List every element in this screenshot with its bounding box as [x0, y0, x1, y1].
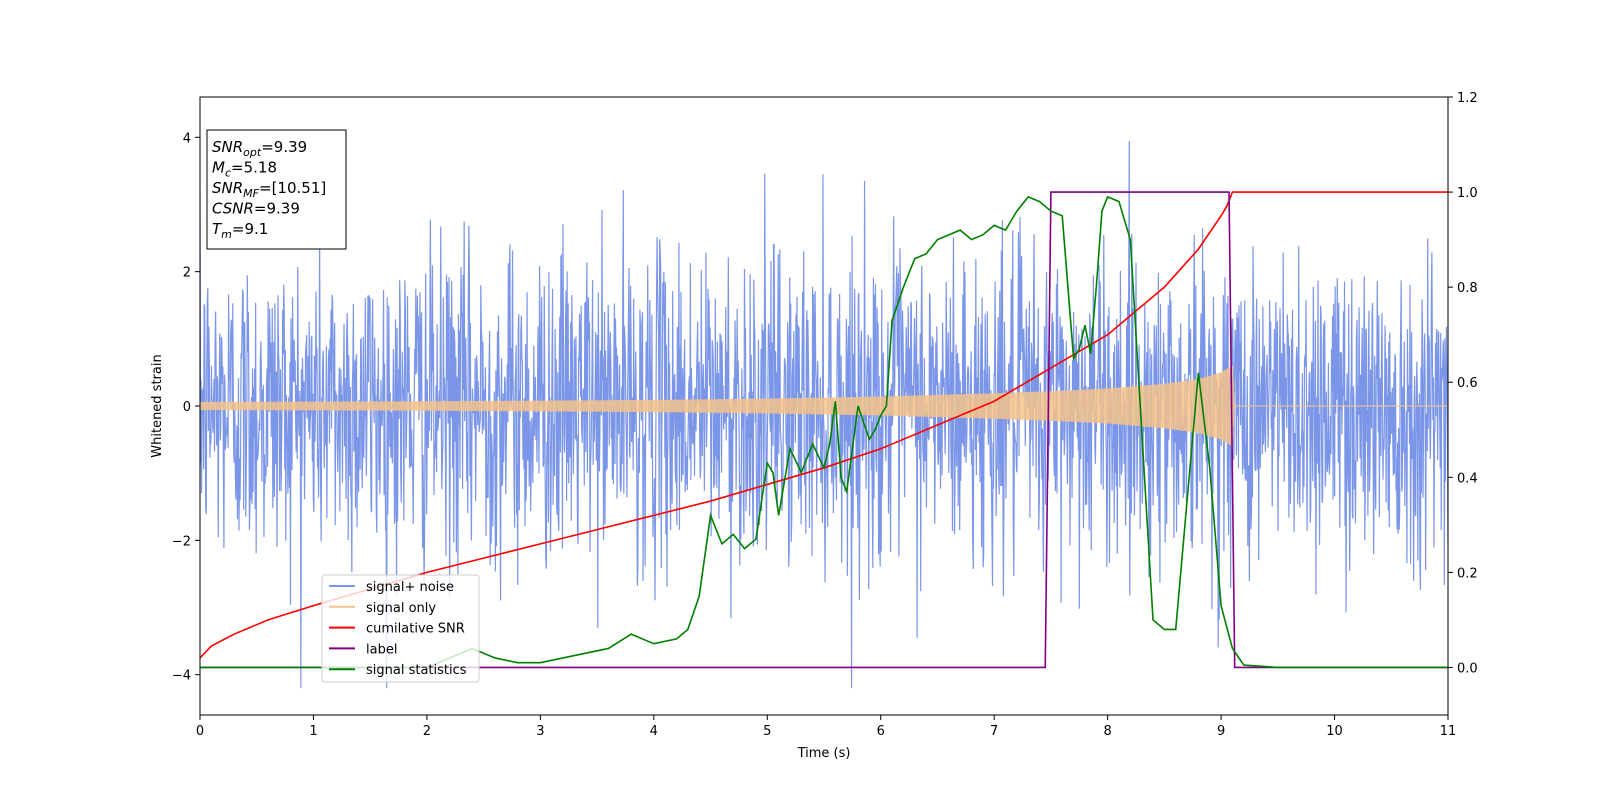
- legend-entry: signal+ noise: [366, 580, 454, 595]
- info-line: CSNR=9.39: [212, 200, 300, 218]
- x-tick-label: 10: [1326, 724, 1343, 739]
- x-tick-label: 1: [309, 724, 317, 739]
- x-axis-label: Time (s): [797, 746, 851, 761]
- info-box: SNRopt=9.39Mc=5.18SNRMF=[10.51]CSNR=9.39…: [206, 129, 347, 250]
- y2-tick-label: 0.8: [1457, 281, 1478, 296]
- x-tick-label: 3: [536, 724, 544, 739]
- y2-tick-label: 0.4: [1457, 471, 1478, 486]
- info-box-frame: [206, 129, 347, 250]
- x-tick-label: 4: [650, 724, 658, 739]
- y-tick-label: 4: [183, 131, 191, 146]
- y2-tick-label: 0.2: [1457, 566, 1478, 581]
- plot-area: [200, 141, 1448, 689]
- x-tick-label: 2: [423, 724, 431, 739]
- series-signal-statistics: [200, 195, 1448, 669]
- info-line: Mc=5.18: [212, 159, 277, 180]
- y-tick-label: −2: [172, 534, 191, 549]
- info-line: SNRMF=[10.51]: [212, 179, 326, 200]
- legend-entry: signal only: [366, 601, 436, 616]
- legend-entry: label: [366, 642, 397, 657]
- legend-frame: [321, 574, 480, 683]
- x-tick-label: 0: [196, 724, 204, 739]
- series-signal-only: [200, 365, 1448, 447]
- x-tick-label: 9: [1217, 724, 1225, 739]
- x-tick-label: 7: [990, 724, 998, 739]
- legend-entry: cumilative SNR: [366, 622, 465, 637]
- legend: signal+ noise signal only cumilative SNR la…: [321, 574, 480, 683]
- series-cumulative-snr: [200, 191, 1448, 659]
- x-tick-label: 6: [877, 724, 885, 739]
- legend-entry: signal statistics: [366, 663, 467, 678]
- x-tick-label: 11: [1440, 724, 1457, 739]
- info-line: SNRopt=9.39: [212, 138, 307, 159]
- y2-tick-label: 1.2: [1457, 91, 1478, 106]
- y-tick-label: 2: [183, 266, 191, 281]
- y2-tick-label: 1.0: [1457, 186, 1478, 201]
- y-axis-label: Whitened strain: [150, 354, 165, 457]
- y-tick-label: 0: [183, 400, 191, 415]
- info-line: Tm=9.1: [212, 220, 268, 241]
- y2-tick-label: 0.6: [1457, 376, 1478, 391]
- y-tick-label: −4: [172, 669, 191, 684]
- x-tick-label: 8: [1103, 724, 1111, 739]
- series-signal-noise: [200, 141, 1448, 689]
- y2-tick-label: 0.0: [1457, 661, 1478, 676]
- axes: 0 1 2 3 4 5 6 7 8 9 10 11 −4 −2 0 2 4 0.0 0.2 0.4 0.6 0.8 1.0 1…: [172, 91, 1478, 739]
- x-tick-label: 5: [763, 724, 771, 739]
